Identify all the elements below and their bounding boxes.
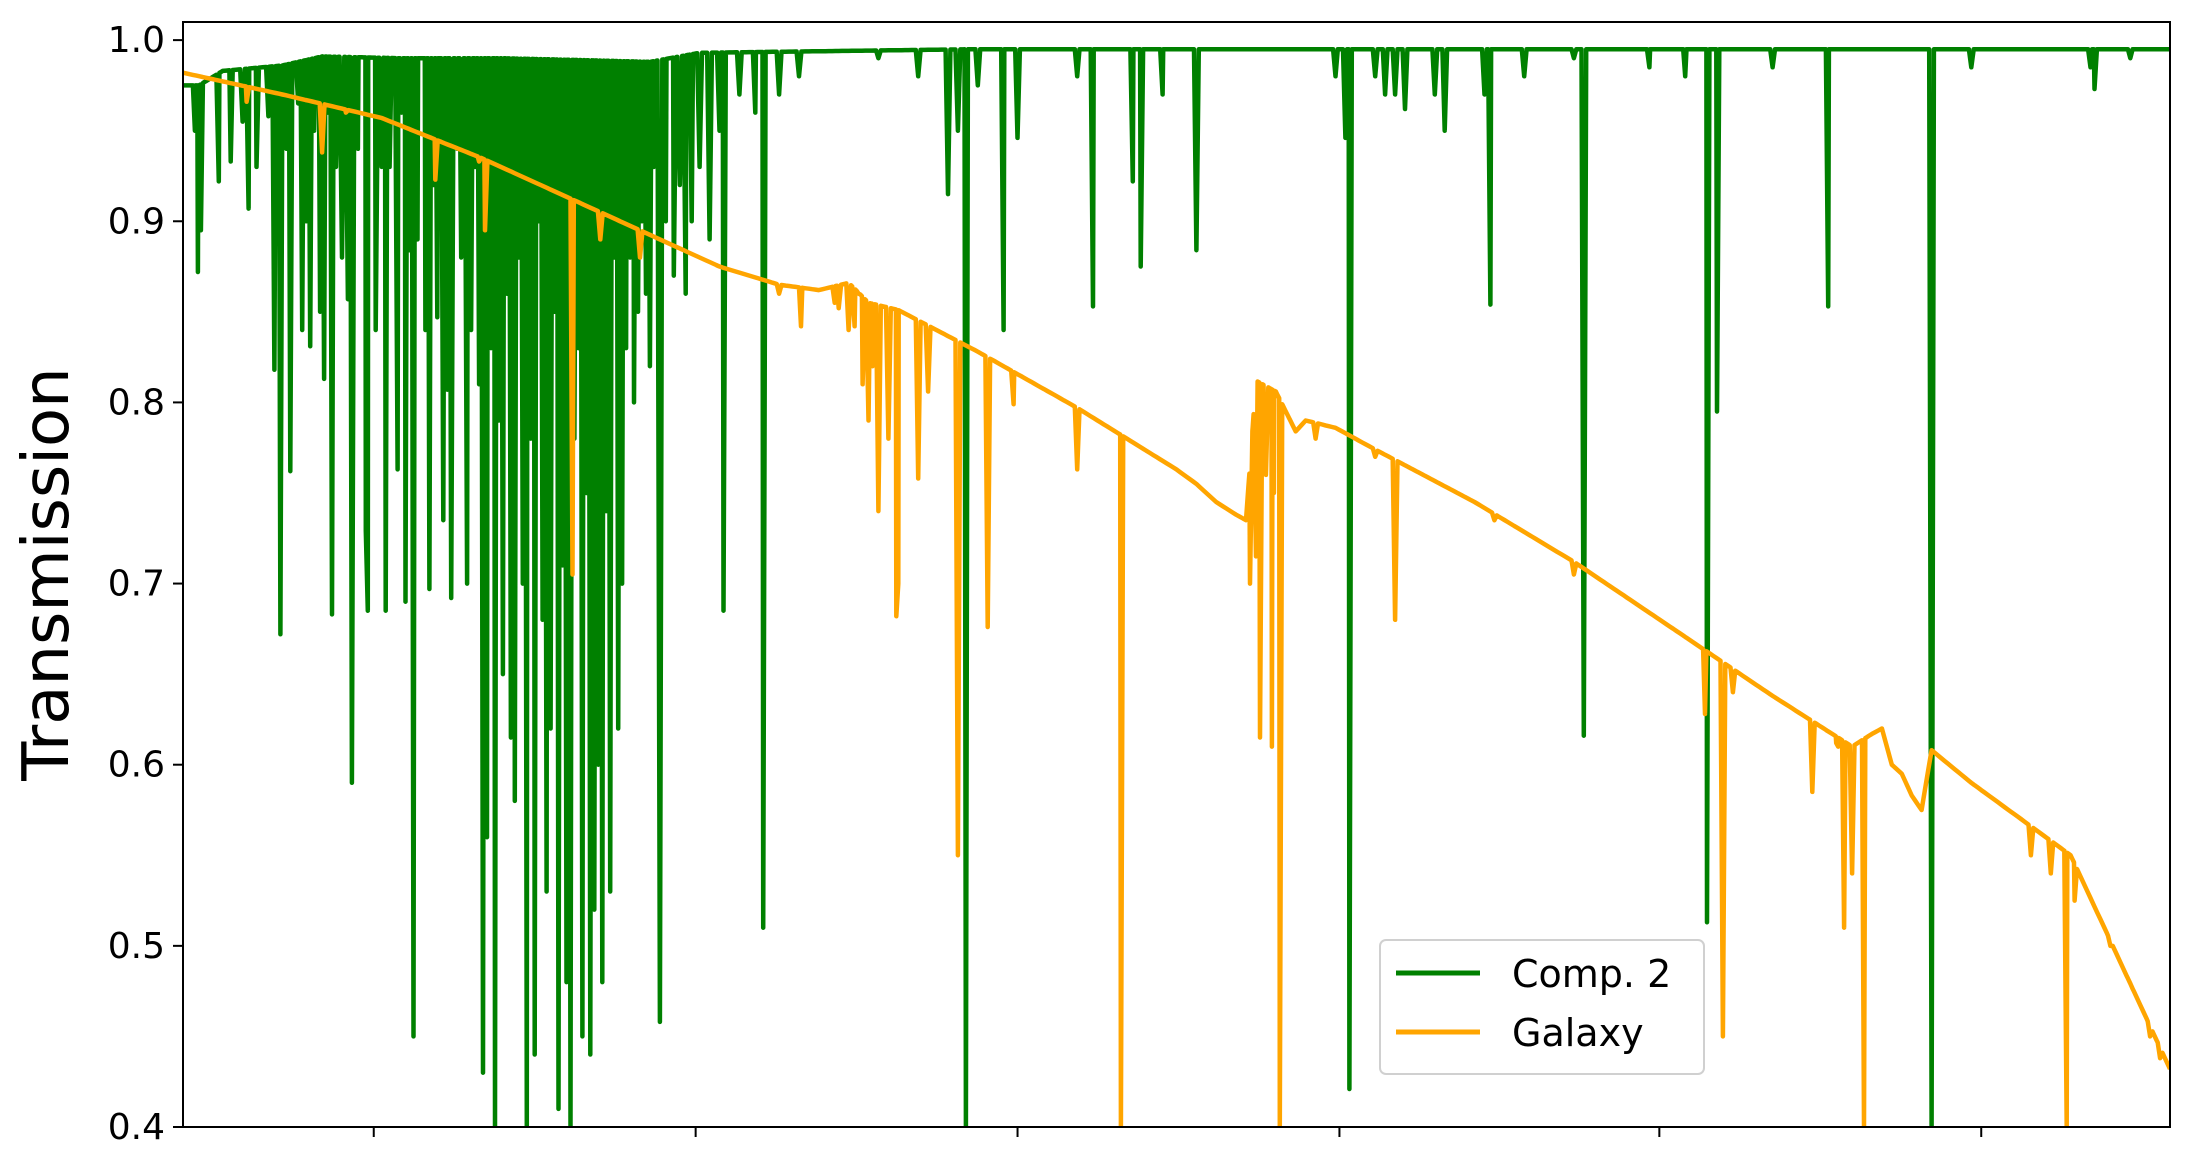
y-axis: 0.4 0.5 0.6 0.7 0.8 0.9 1.0 bbox=[108, 20, 183, 1148]
series-line-galaxy bbox=[183, 70, 2170, 1127]
x-axis bbox=[372, 1127, 1983, 1137]
legend: Comp. 2 Galaxy bbox=[1379, 939, 1705, 1075]
y-tick-label: 0.7 bbox=[108, 564, 165, 605]
y-tick-label: 0.9 bbox=[108, 201, 165, 242]
plot-frame bbox=[182, 21, 2171, 1128]
y-tick-label: 0.6 bbox=[108, 745, 165, 786]
legend-label-comp2: Comp. 2 bbox=[1512, 952, 1671, 996]
y-tick-label: 0.4 bbox=[108, 1107, 165, 1148]
series-layer bbox=[183, 46, 2170, 1127]
y-tick-label: 0.5 bbox=[108, 926, 165, 967]
y-tick-label: 0.8 bbox=[108, 382, 165, 423]
legend-label-galaxy: Galaxy bbox=[1512, 1011, 1644, 1055]
y-axis-label: Transmission bbox=[10, 367, 84, 781]
y-tick-label: 1.0 bbox=[108, 20, 165, 61]
series-line-comp2 bbox=[183, 46, 2170, 1127]
